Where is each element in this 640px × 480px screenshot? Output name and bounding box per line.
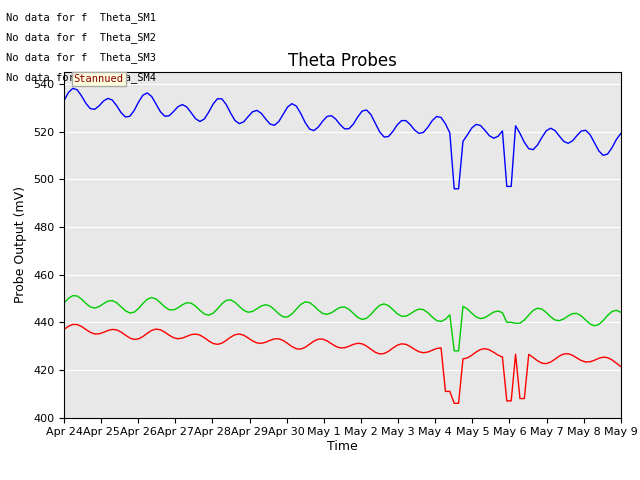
- Text: Stannued: Stannued: [74, 74, 124, 84]
- Text: No data for f  Theta_SM1: No data for f Theta_SM1: [6, 12, 156, 23]
- Title: Theta Probes: Theta Probes: [288, 52, 397, 71]
- X-axis label: Time: Time: [327, 440, 358, 453]
- Y-axis label: Probe Output (mV): Probe Output (mV): [15, 186, 28, 303]
- Text: No data for f  Theta_SM3: No data for f Theta_SM3: [6, 52, 156, 63]
- Text: No data for f  Theta_SM2: No data for f Theta_SM2: [6, 32, 156, 43]
- Text: No data for f  Theta_SM4: No data for f Theta_SM4: [6, 72, 156, 84]
